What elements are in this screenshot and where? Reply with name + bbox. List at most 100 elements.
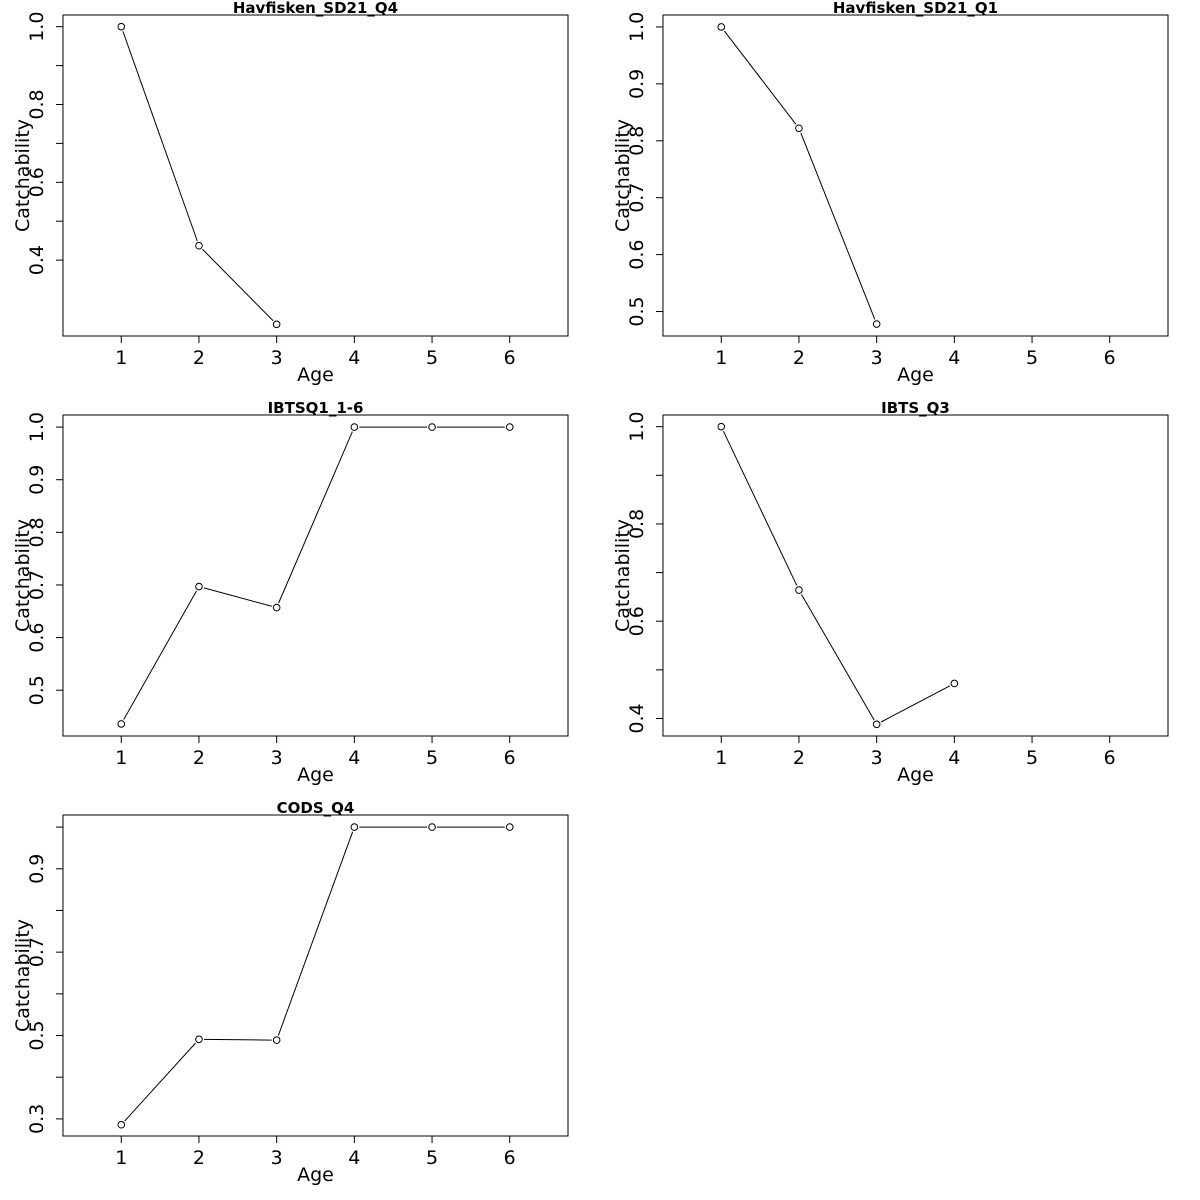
series-segment <box>203 1038 272 1041</box>
series-segment <box>801 594 875 721</box>
data-point <box>350 823 359 831</box>
y-tick-label: 0.8 <box>26 89 48 119</box>
y-axis-label: Catchability <box>612 119 634 232</box>
x-tick-label: 2 <box>193 347 205 369</box>
y-tick-label: 1.0 <box>26 12 48 42</box>
data-point <box>350 423 359 431</box>
data-point <box>117 22 126 31</box>
y-tick-label: 0.5 <box>26 675 48 705</box>
y-axis-label: Catchability <box>612 519 634 632</box>
data-point <box>795 586 803 594</box>
x-tick-label: 5 <box>426 747 438 769</box>
y-tick-label: 0.6 <box>626 606 648 636</box>
x-axis-label: Age <box>897 364 934 386</box>
data-point <box>117 720 126 728</box>
y-tick-label: 0.6 <box>626 240 648 270</box>
series-segment <box>277 831 354 1036</box>
x-axis-label: Age <box>297 1164 334 1186</box>
x-tick-label: 5 <box>426 347 438 369</box>
x-tick-label: 5 <box>1026 347 1038 369</box>
data-point <box>717 23 726 31</box>
x-tick-label: 1 <box>115 1147 127 1169</box>
y-tick-label: 0.8 <box>26 517 48 547</box>
y-tick-label: 0.9 <box>26 854 48 884</box>
data-point <box>428 823 436 831</box>
series-segment <box>122 31 198 242</box>
x-tick-label: 2 <box>193 747 205 769</box>
data-point <box>195 1035 203 1044</box>
y-tick-label: 0.5 <box>26 1020 48 1050</box>
x-tick-label: 3 <box>271 747 283 769</box>
chart-title: IBTSQ1_1-6 <box>268 399 364 417</box>
series-segment <box>880 685 951 723</box>
y-tick-label: 1.0 <box>626 12 648 42</box>
x-tick-label: 3 <box>871 747 883 769</box>
x-axis-label: Age <box>297 764 334 786</box>
series-segment <box>202 248 274 322</box>
chart-title: IBTS_Q3 <box>881 399 950 417</box>
x-tick-label: 3 <box>271 1147 283 1169</box>
x-tick-label: 1 <box>115 747 127 769</box>
x-tick-label: 4 <box>348 747 360 769</box>
plot-frame <box>62 14 569 337</box>
x-tick-label: 4 <box>948 747 960 769</box>
y-tick-label: 1.0 <box>26 412 48 442</box>
y-axis-label: Catchability <box>12 119 34 232</box>
plot-frame <box>662 414 1169 737</box>
chart-title: Havfisken_SD21_Q1 <box>833 0 998 17</box>
data-point <box>505 423 514 431</box>
data-point <box>272 603 281 612</box>
series-segment <box>123 590 197 720</box>
data-point <box>505 823 514 831</box>
panel-havfisken-sd21-q4: Havfisken_SD21_Q4 1 2 3 4 5 6 0.4 0.6 0.8 1.0 Age Ca… <box>12 0 569 386</box>
data-point <box>428 423 436 431</box>
x-tick-label: 6 <box>504 747 516 769</box>
data-point <box>872 320 881 328</box>
data-point <box>272 320 281 329</box>
chart-title: Havfisken_SD21_Q4 <box>233 0 398 17</box>
x-tick-label: 5 <box>1026 747 1038 769</box>
x-tick-label: 4 <box>948 347 960 369</box>
x-tick-label: 6 <box>504 1147 516 1169</box>
x-tick-label: 2 <box>193 1147 205 1169</box>
x-tick-label: 4 <box>348 347 360 369</box>
series-segment <box>124 1042 196 1122</box>
x-axis-label: Age <box>897 764 934 786</box>
panel-ibtsq1-1-6: IBTSQ1_1-6 1 2 3 4 5 6 0.5 0.6 0.7 0.8 0.9 1.0 Age Cat… <box>12 399 569 786</box>
plot-frame <box>62 814 569 1137</box>
y-tick-label: 0.5 <box>626 296 648 326</box>
panel-cods-q4: CODS_Q4 1 2 3 4 5 6 0.3 0.5 0.7 0.9 Age Catchability <box>12 799 569 1186</box>
series-segment <box>800 132 876 320</box>
series-segment <box>723 30 797 125</box>
y-tick-label: 0.7 <box>26 937 48 967</box>
x-tick-label: 4 <box>348 1147 360 1169</box>
plot-frame <box>62 414 569 737</box>
y-tick-label: 0.3 <box>26 1104 48 1134</box>
x-tick-label: 6 <box>1104 747 1116 769</box>
y-axis-label: Catchability <box>12 519 34 632</box>
data-point <box>872 720 881 729</box>
series-segment <box>203 587 272 607</box>
x-axis-label: Age <box>297 364 334 386</box>
x-tick-label: 3 <box>271 347 283 369</box>
data-point <box>195 582 203 591</box>
y-tick-label: 0.7 <box>626 183 648 213</box>
data-point <box>717 422 726 431</box>
data-point <box>195 241 203 250</box>
y-tick-label: 0.9 <box>626 69 648 99</box>
y-tick-label: 0.4 <box>26 245 48 275</box>
y-tick-label: 0.7 <box>26 570 48 600</box>
series-segment <box>722 430 798 586</box>
x-tick-label: 3 <box>871 347 883 369</box>
x-tick-label: 1 <box>715 347 727 369</box>
panel-havfisken-sd21-q1: Havfisken_SD21_Q1 1 2 3 4 5 6 0.5 0.6 0.7 0.8 0.9 1.… <box>612 0 1169 386</box>
y-tick-label: 0.4 <box>626 703 648 733</box>
plot-frame <box>662 14 1169 337</box>
x-tick-label: 2 <box>793 747 805 769</box>
x-tick-label: 1 <box>715 747 727 769</box>
y-axis-label: Catchability <box>12 919 34 1032</box>
y-tick-label: 0.6 <box>26 622 48 652</box>
y-tick-label: 0.8 <box>626 126 648 156</box>
x-tick-label: 6 <box>1104 347 1116 369</box>
